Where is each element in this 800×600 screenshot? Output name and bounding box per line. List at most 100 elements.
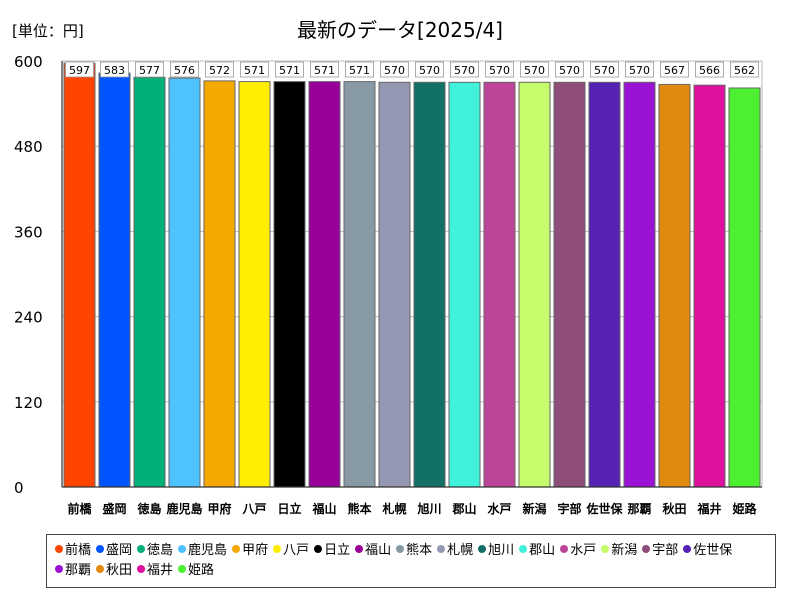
legend-item: 熊本 — [396, 541, 432, 561]
legend-label: 徳島 — [147, 543, 174, 558]
bar — [203, 80, 236, 488]
x-tick-label: 旭川 — [416, 501, 441, 516]
legend-item: 福井 — [137, 561, 173, 581]
legend-item: 姫路 — [178, 561, 214, 581]
data-label: 577 — [139, 64, 160, 77]
data-label-box — [450, 61, 479, 78]
data-label-box — [415, 61, 444, 78]
unit-label: [単位：円] — [12, 22, 84, 40]
data-label-box — [310, 61, 339, 78]
x-tick-label: 宇部 — [557, 501, 581, 516]
x-tick-label: 福井 — [696, 501, 721, 516]
legend-item: 徳島 — [137, 541, 173, 561]
data-label: 572 — [209, 64, 230, 77]
legend-dot-icon — [96, 545, 105, 553]
legend: 前橋 盛岡 徳島 鹿児島 甲府 八戸 日立 福山 熊本 札幌 旭川 郡山 水戸 新潟 宇部 佐世保那覇 秋田 福井… — [46, 534, 776, 588]
legend-label: 八戸 — [283, 543, 310, 558]
data-label-box — [625, 61, 654, 78]
legend-label: 郡山 — [529, 543, 556, 558]
data-label-box — [660, 61, 689, 78]
data-label: 570 — [594, 64, 615, 77]
legend-dot-icon — [437, 545, 446, 553]
legend-label: 那覇 — [65, 563, 92, 578]
data-label-box — [205, 61, 234, 78]
legend-item: 郡山 — [519, 541, 555, 561]
x-tick-label: 新潟 — [522, 501, 546, 516]
y-tick-label: 600 — [14, 53, 43, 71]
legend-label: 札幌 — [447, 543, 474, 558]
legend-dot-icon — [232, 545, 241, 553]
x-tick-label: 鹿児島 — [166, 501, 202, 516]
legend-label: 佐世保 — [693, 543, 733, 558]
legend-label: 鹿児島 — [188, 543, 228, 558]
y-tick-label: 240 — [14, 309, 43, 327]
bar — [518, 81, 551, 488]
data-label: 571 — [279, 64, 300, 77]
legend-item: 鹿児島 — [178, 541, 227, 561]
axes — [61, 61, 762, 488]
legend-dot-icon — [601, 545, 610, 553]
x-tick-label: 福山 — [311, 501, 336, 516]
data-label: 570 — [384, 64, 405, 77]
legend-label: 旭川 — [488, 543, 515, 558]
legend-label: 前橋 — [65, 543, 92, 558]
x-tick-label: 那覇 — [627, 502, 651, 516]
legend-dot-icon — [96, 565, 105, 573]
legend-item: 甲府 — [232, 541, 268, 561]
data-label-box — [485, 61, 514, 78]
bar — [728, 87, 761, 488]
x-tick-label: 熊本 — [347, 501, 371, 516]
data-label-box — [100, 61, 129, 78]
y-tick-label: 360 — [14, 223, 43, 241]
bar — [308, 81, 341, 488]
bar — [343, 81, 376, 488]
x-tick-label: 八戸 — [241, 502, 266, 516]
data-label-box — [380, 61, 409, 78]
bar — [553, 81, 586, 488]
legend-dot-icon — [683, 545, 692, 553]
legend-item: 佐世保 — [683, 541, 732, 561]
legend-label: 姫路 — [188, 563, 215, 578]
legend-label: 水戸 — [570, 543, 597, 558]
y-tick-label: 120 — [14, 394, 43, 412]
data-label: 570 — [489, 64, 510, 77]
data-label: 571 — [244, 64, 265, 77]
legend-label: 秋田 — [106, 563, 133, 578]
bar — [693, 84, 726, 488]
legend-dot-icon — [137, 545, 146, 553]
legend-label: 甲府 — [242, 543, 269, 558]
legend-dot-icon — [178, 565, 187, 573]
bar — [133, 76, 166, 488]
x-tick-label: 盛岡 — [102, 501, 126, 516]
legend-dot-icon — [396, 545, 405, 553]
data-label-box — [65, 61, 94, 78]
legend-dot-icon — [560, 545, 569, 553]
legend-dot-icon — [519, 545, 528, 553]
data-label-box — [520, 61, 549, 78]
data-label-box — [135, 61, 164, 78]
legend-dot-icon — [55, 545, 63, 553]
data-label-box — [170, 61, 199, 78]
legend-item: 福山 — [355, 541, 391, 561]
data-label: 570 — [454, 64, 475, 77]
data-label-box — [590, 61, 619, 78]
bar — [378, 81, 411, 488]
legend-item: 水戸 — [560, 541, 596, 561]
chart-title: 最新のデータ[2025/4] — [297, 18, 503, 42]
data-label-box — [730, 61, 759, 78]
legend-label: 宇部 — [652, 543, 679, 558]
legend-label: 新潟 — [611, 543, 638, 558]
data-label: 566 — [699, 64, 720, 77]
data-label-box — [695, 61, 724, 78]
x-tick-label: 札幌 — [381, 501, 406, 516]
x-tick-label: 郡山 — [451, 501, 476, 516]
legend-item: 宇部 — [642, 541, 678, 561]
data-label: 571 — [314, 64, 335, 77]
legend-label: 福山 — [365, 543, 392, 558]
legend-dot-icon — [314, 545, 323, 553]
legend-label: 福井 — [147, 563, 174, 578]
y-tick-label: 480 — [14, 138, 43, 156]
bar — [273, 81, 306, 488]
data-label: 567 — [664, 64, 685, 77]
bar — [413, 81, 446, 488]
